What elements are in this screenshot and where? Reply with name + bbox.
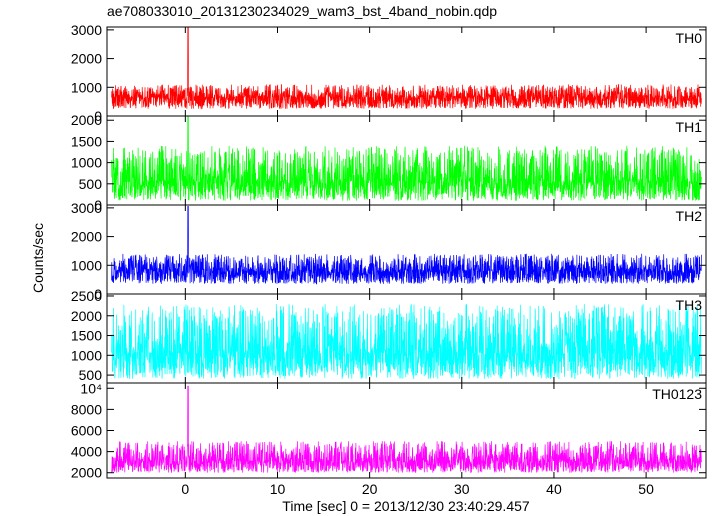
y-tick-label: 2000 (71, 51, 102, 67)
x-tick-label: 50 (638, 481, 654, 497)
series-label: TH3 (676, 297, 703, 313)
y-tick-label: 0 (94, 286, 102, 302)
y-tick-label: 8000 (71, 401, 102, 417)
x-tick-label: 20 (362, 481, 378, 497)
series-line-th0123 (111, 385, 702, 473)
y-tick-label: 10⁴ (80, 380, 102, 396)
y-tick-label: 0 (94, 108, 102, 124)
y-tick-label: 2000 (71, 465, 102, 481)
y-tick-label: 500 (79, 176, 103, 192)
y-tick-label: 1000 (71, 257, 102, 273)
panel-th0123: 2000 4000 6000 8000 10⁴ TH0123 (71, 380, 707, 481)
y-tick-label: 2000 (71, 229, 102, 245)
x-tick-label: 10 (270, 481, 286, 497)
y-tick-label: 1500 (71, 328, 102, 344)
y-tick-label: 0 (94, 197, 102, 213)
series-label: TH2 (676, 208, 703, 224)
x-axis-label: Time [sec] 0 = 2013/12/30 23:40:29.457 (282, 498, 530, 514)
panel-th2: 0 1000 2000 3000 TH2 (71, 200, 707, 302)
series-line-th2 (111, 206, 702, 285)
x-tick-label: 40 (546, 481, 562, 497)
series-label: TH1 (676, 119, 703, 135)
y-tick-label: 500 (79, 367, 103, 383)
chart-title: ae708033010_20131230234029_wam3_bst_4ban… (107, 3, 498, 19)
series-line-th3 (111, 303, 702, 380)
series-label: TH0 (676, 30, 703, 46)
series-line-th1 (111, 116, 702, 201)
y-tick-label: 4000 (71, 444, 102, 460)
series-label: TH0123 (652, 386, 702, 402)
y-tick-label: 6000 (71, 423, 102, 439)
y-tick-label: 2000 (71, 308, 102, 324)
y-tick-label: 1500 (71, 133, 102, 149)
y-tick-label: 2000 (71, 112, 102, 128)
y-tick-label: 3000 (71, 22, 102, 38)
x-tick-label: 0 (181, 481, 189, 497)
panel-th3: 500 1000 1500 2000 2500 TH3 (71, 288, 707, 384)
y-tick-label: 1000 (71, 79, 102, 95)
series-line-th0 (111, 27, 702, 110)
y-tick-label: 1000 (71, 347, 102, 363)
panel-th1: 0 500 1000 1500 2000 TH1 (71, 112, 707, 213)
y-tick-label: 2500 (71, 288, 102, 304)
y-tick-label: 1000 (71, 155, 102, 171)
panel-th0: 0 1000 2000 3000 TH0 (71, 22, 707, 124)
x-tick-label: 30 (454, 481, 470, 497)
y-tick-label: 3000 (71, 200, 102, 216)
